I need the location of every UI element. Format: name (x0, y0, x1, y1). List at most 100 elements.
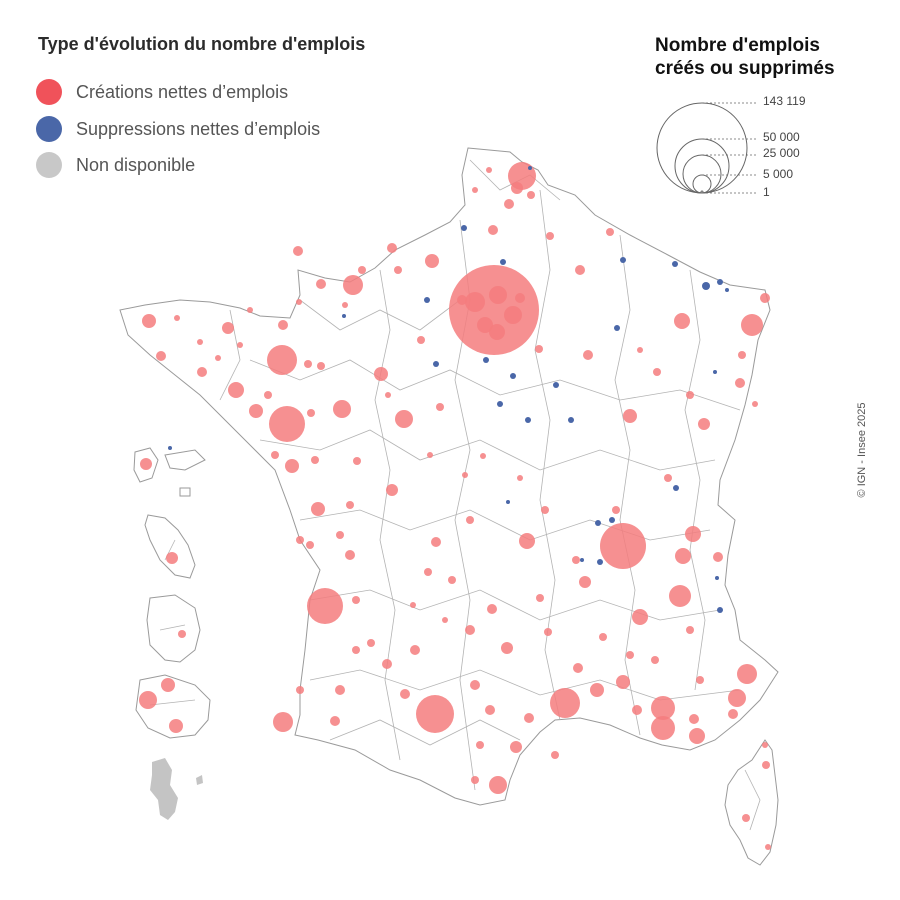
bubble-creation (448, 576, 456, 584)
bubble-creation (477, 317, 493, 333)
bubble-creation (651, 656, 659, 664)
size-label-5000: 5 000 (763, 167, 794, 181)
bubble-suppression (506, 500, 510, 504)
legend-item-unavailable: Non disponible (36, 152, 195, 178)
bubble-creation (346, 501, 354, 509)
bubble-creation (330, 716, 340, 726)
size-label-143119: 143 119 (763, 94, 806, 108)
bubble-creation (425, 254, 439, 268)
france-outline (119, 147, 779, 806)
bubble-creation (264, 391, 272, 399)
bubble-creation (352, 646, 360, 654)
bubble-creation (358, 266, 366, 274)
size-legend-title-line1: Nombre d'emplois (655, 35, 820, 56)
legend-label-unavailable: Non disponible (76, 154, 196, 175)
bubble-creation (728, 709, 738, 719)
bubble-creation (527, 191, 535, 199)
bubble-creation (599, 633, 607, 641)
bubble-creation (367, 639, 375, 647)
zone-border (309, 669, 741, 701)
bubble-creation (551, 751, 559, 759)
bubble-suppression (525, 417, 531, 423)
bubble-creation (765, 844, 771, 850)
bubble-creation (307, 588, 343, 624)
bubble-creation (387, 243, 397, 253)
bubble-creation (488, 225, 498, 235)
bubble-suppression (568, 417, 574, 423)
bubble-creation (623, 409, 637, 423)
bubble-suppression (672, 261, 678, 267)
bubble-creation (342, 302, 348, 308)
bubble-creation (345, 550, 355, 560)
bubble-creation (273, 712, 293, 732)
bubble-creation (686, 391, 694, 399)
zone-border (249, 359, 741, 411)
bubble-creation (457, 295, 467, 305)
zone-border (614, 234, 641, 736)
bubble-suppression (528, 166, 532, 170)
bubble-creation (762, 761, 770, 769)
bubble-suppression (500, 259, 506, 265)
bubble-creation (742, 814, 750, 822)
bubble-creation (296, 536, 304, 544)
bubble-creation (675, 548, 691, 564)
bubble-creation (335, 685, 345, 695)
bubble-suppression (673, 485, 679, 491)
bubble-creation (535, 345, 543, 353)
bubble-creation (752, 401, 758, 407)
bubble-creation (228, 382, 244, 398)
bubble-creation (685, 526, 701, 542)
bubble-creation (296, 299, 302, 305)
legend-dot-suppressions (36, 116, 62, 142)
bubble-creation (471, 776, 479, 784)
bubble-creation (410, 645, 420, 655)
legend-item-creations: Créations nettes d’emplois (36, 79, 288, 105)
bubble-creation (431, 537, 441, 547)
bubble-creation (374, 367, 388, 381)
bubble-creation (306, 541, 314, 549)
bubble-suppression (342, 314, 346, 318)
bubble-creation (316, 279, 326, 289)
bubble-creation (285, 459, 299, 473)
size-circle-143119 (656, 102, 748, 194)
bubble-creation (237, 342, 243, 348)
mayotte-shape (150, 758, 203, 820)
zone-border (329, 719, 521, 746)
bubble-suppression (433, 361, 439, 367)
bubble-creation (465, 625, 475, 635)
zone-border (309, 589, 721, 621)
bubble-creation (293, 246, 303, 256)
bubble-suppression (725, 288, 729, 292)
bubble-creation (626, 651, 634, 659)
bubble-creation (156, 351, 166, 361)
bubble-suppression (717, 607, 723, 613)
bubble-creation (489, 776, 507, 794)
bubble-creation (424, 568, 432, 576)
bubble-creation (637, 347, 643, 353)
bubble-creation (728, 689, 746, 707)
legend-item-suppressions: Suppressions nettes d’emplois (36, 116, 320, 142)
bubble-creation (400, 689, 410, 699)
bubble-creation (536, 594, 544, 602)
bubble-creation (386, 484, 398, 496)
size-legend-title: Nombre d'emplois créés ou supprimés (655, 34, 885, 80)
bubble-creation (579, 576, 591, 588)
bubble-creation (583, 350, 593, 360)
bubble-creation (267, 345, 297, 375)
bubble-creation (689, 714, 699, 724)
bubble-creation (466, 516, 474, 524)
size-label-25000: 25 000 (763, 146, 800, 160)
bubble-suppression (715, 576, 719, 580)
bubble-creation (713, 552, 723, 562)
bubble-suppression (702, 282, 710, 290)
bubble-creation (462, 472, 468, 478)
bubble-creation (278, 320, 288, 330)
legend-dot-unavailable (36, 152, 62, 178)
size-legend-circles (656, 102, 748, 194)
zone-border (684, 269, 706, 691)
legend-dot-creations (36, 79, 62, 105)
size-circle-50000 (674, 138, 730, 194)
bubble-creation (417, 336, 425, 344)
bubble-creation (575, 265, 585, 275)
bubble-creation (197, 339, 203, 345)
